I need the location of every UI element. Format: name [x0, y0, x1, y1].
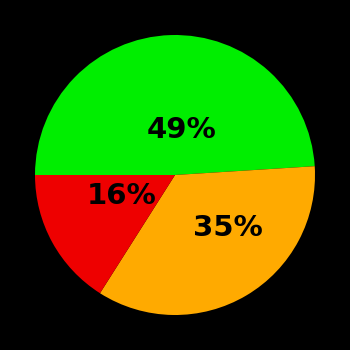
Text: 35%: 35%: [193, 214, 263, 242]
Text: 16%: 16%: [87, 182, 157, 210]
Wedge shape: [35, 175, 175, 293]
Wedge shape: [100, 166, 315, 315]
Text: 49%: 49%: [147, 116, 217, 144]
Wedge shape: [35, 35, 315, 175]
